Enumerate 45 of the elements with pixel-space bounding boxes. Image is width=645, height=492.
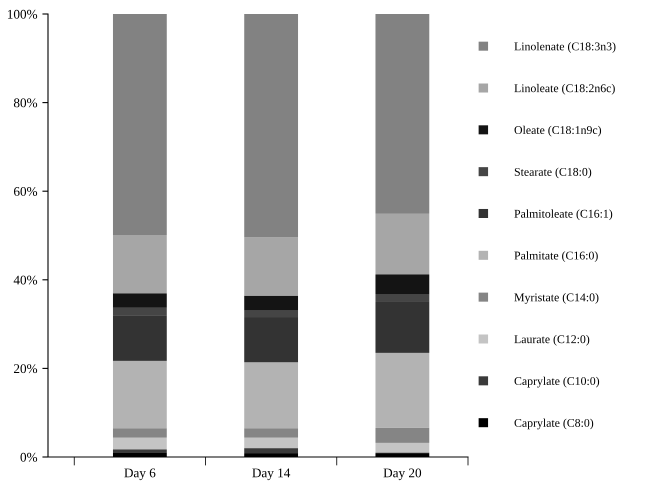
bar <box>375 301 430 353</box>
legend-label: Caprylate (C8:0) <box>514 418 594 430</box>
y-tick-label: 60% <box>14 187 38 196</box>
legend-label: Palmitate (C16:0) <box>514 251 598 262</box>
x-tick-label: Day 14 <box>252 468 290 480</box>
bar <box>244 14 298 238</box>
bar <box>375 14 430 214</box>
bar <box>112 235 167 294</box>
x-tick-label: Day 20 <box>384 468 422 480</box>
bar <box>244 317 298 362</box>
bar <box>244 296 298 310</box>
bar <box>112 315 167 361</box>
bar <box>244 438 298 448</box>
bar <box>375 274 430 294</box>
legend-label: Linoleate (C18:2n6c) <box>514 84 615 95</box>
legend-label: Stearate (C18:0) <box>514 168 592 178</box>
y-tick-label: 20% <box>14 364 38 374</box>
y-tick-label: 40% <box>14 276 38 285</box>
bar <box>375 214 430 274</box>
legend-label: Laurate (C12:0) <box>514 334 590 346</box>
x-tick-label: Day 6 <box>124 468 156 480</box>
bar <box>112 294 167 308</box>
bar <box>375 352 430 428</box>
bar <box>375 442 430 453</box>
legend-label: Myristate (C14:0) <box>514 293 598 304</box>
bar <box>244 428 298 438</box>
bar <box>112 438 167 450</box>
y-tick-label: 80% <box>14 98 38 108</box>
y-tick-label: 0% <box>20 452 38 462</box>
bar <box>244 237 298 296</box>
bar <box>112 308 167 316</box>
legend-label: Oleate (C18:1n9c) <box>514 126 602 136</box>
y-tick-label: 100% <box>8 10 38 19</box>
legend-label: Linolenate (C18:3n3) <box>514 42 616 53</box>
bar <box>375 294 430 302</box>
bar <box>244 362 298 428</box>
bar <box>244 310 298 318</box>
legend-label: Caprylate (C10:0) <box>514 376 600 388</box>
legend-label: Palmitoleate (C16:1) <box>514 209 612 220</box>
bar <box>112 360 167 428</box>
bar <box>244 448 298 454</box>
bar <box>112 14 167 236</box>
bar <box>112 428 167 438</box>
bar <box>375 428 430 443</box>
bar <box>112 449 167 453</box>
